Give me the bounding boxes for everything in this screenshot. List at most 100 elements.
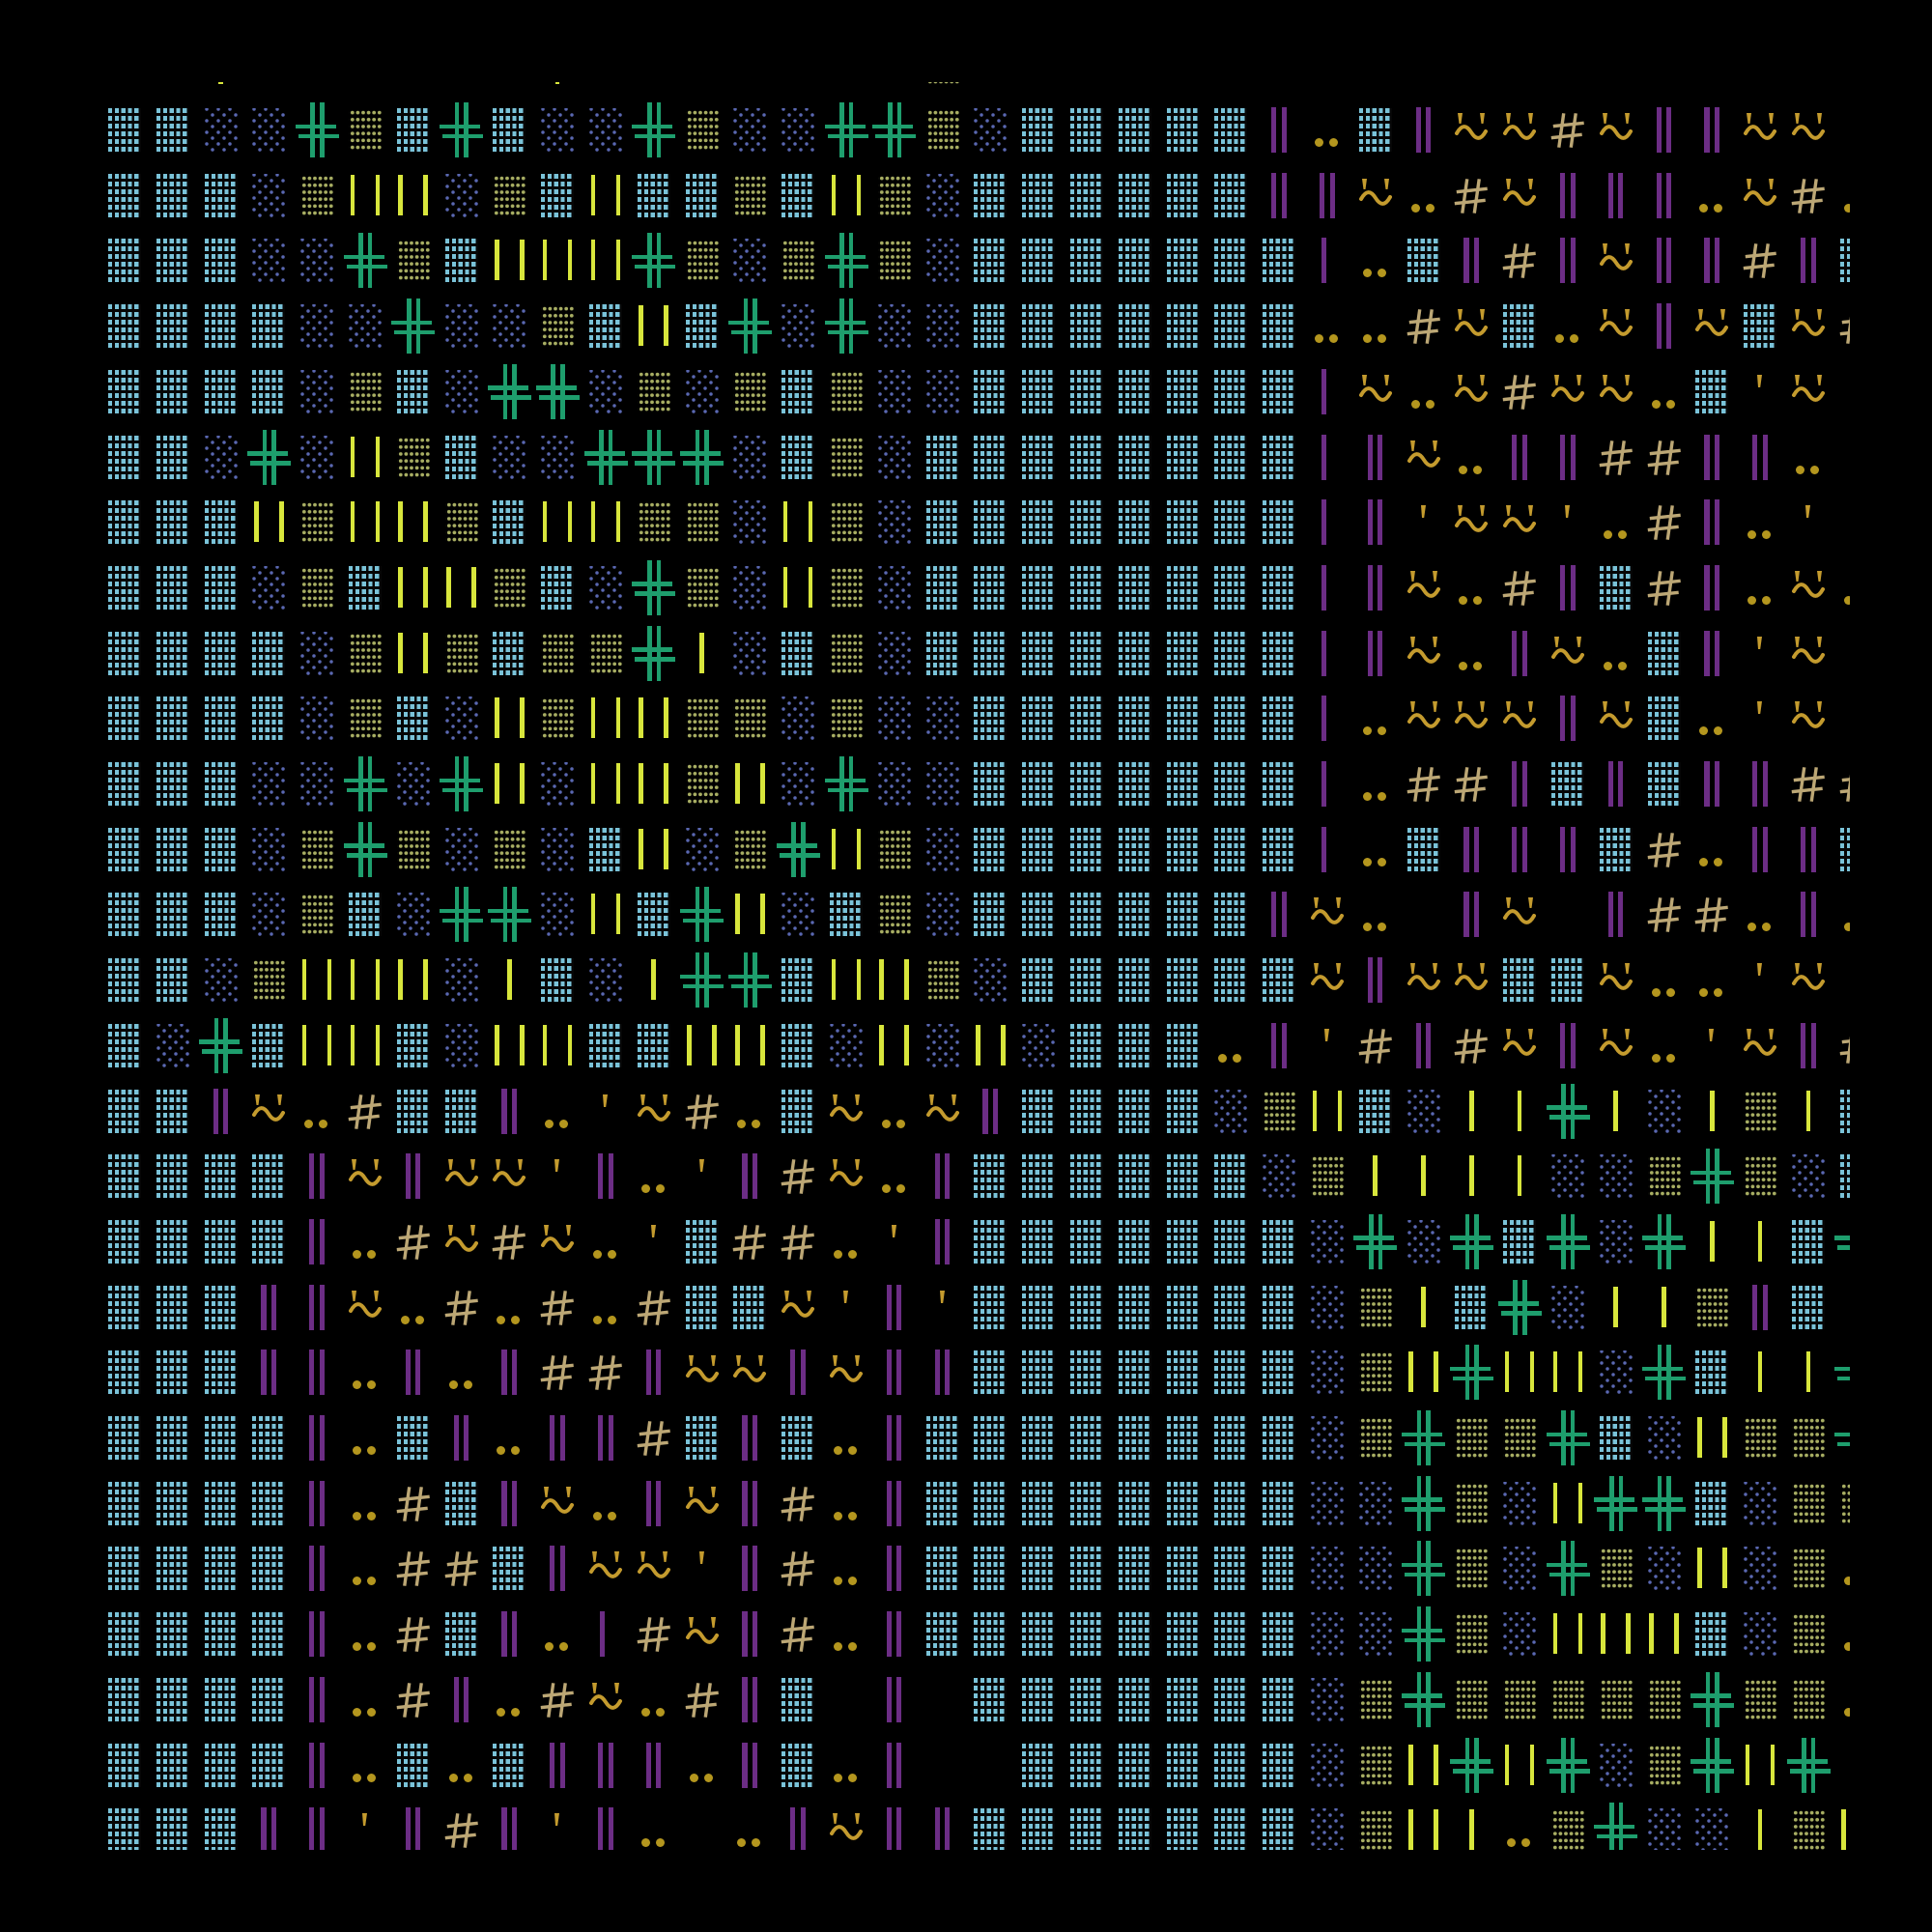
indigo-dot-block [1647,1416,1681,1460]
dense-blue-block [108,1023,141,1067]
bar [1271,172,1277,218]
bar [1810,1022,1816,1068]
glyph-cell-yellow-bar-single [1359,1154,1392,1198]
glyph-drawing [1455,309,1489,336]
bar [904,959,910,1001]
gold-dot [655,1184,665,1194]
glyph-cell-dense-blue-block [156,1350,189,1395]
dense-blue-block [1118,1285,1151,1329]
bar [423,501,429,543]
indigo-dot-block [733,565,767,610]
dense-blue-block [252,1547,286,1591]
indigo-dot-block [396,893,430,937]
olive-dot-block [396,827,430,871]
glyph-cell-gold-tick [589,1090,622,1133]
dense-blue-block [1070,1219,1103,1264]
glyph-cell-yellow-bar-single [1695,1090,1728,1133]
bar [494,1024,499,1065]
cross-arm [1405,1441,1446,1447]
glyph-cell-dense-blue-block [1263,1285,1296,1329]
glyph-cell-dense-blue-block [1070,1350,1103,1395]
cross-arm [680,974,722,980]
bar [502,887,508,943]
dense-blue-block [108,893,141,937]
olive-dot-block [733,369,767,413]
olive-dot-block [1792,1416,1825,1460]
gold-dot [353,1380,361,1390]
gold-dot [304,1119,314,1128]
indigo-dot-block [1311,1743,1344,1787]
glyph-cell-purple-bar-pair [1792,892,1825,938]
glyph-cell-dense-blue-block [156,1743,189,1787]
glyph-cell-dense-blue-block [204,893,238,937]
bar [1666,172,1672,218]
glyph-drawing [650,1224,656,1237]
gold-dot [689,1773,698,1782]
glyph-cell-olive-dot-block [300,893,334,937]
glyph-cell-gold-tilde-quotes [830,1808,863,1850]
bar [446,566,451,608]
bar [608,1415,613,1461]
glyph-cell-dense-blue-block [493,108,526,152]
glyph-cell-dense-blue-block [108,1219,141,1264]
bar [301,1024,307,1065]
bar [454,887,460,943]
cross-arm [202,1049,243,1054]
gold-dot [1665,988,1675,998]
glyph-drawing [1840,82,1850,86]
glyph-cell-olive-dot-block [830,631,863,675]
gold-dot [1617,661,1627,670]
glyph-cell-olive-dot-block [396,239,430,283]
bar [1421,1155,1426,1197]
indigo-dot-block [541,827,575,871]
bar [453,1676,459,1722]
green-double-cross [1834,1345,1850,1401]
gold-dot [640,1838,650,1848]
dense-blue-block [1070,435,1103,479]
glyph-cell-dense-blue-block [1022,1743,1056,1787]
dense-blue-block [204,631,238,675]
bar [639,697,644,739]
dense-blue-block [1263,958,1296,1003]
bar [1618,1475,1624,1531]
olive-dot-block [685,500,719,545]
green-double-cross [583,429,628,485]
glyph-cell-purple-bar-pair [300,1284,333,1330]
glyph-cell-gold-tilde-quotes [1503,174,1537,217]
glyph-drawing [1599,243,1633,271]
dense-blue-block [1214,304,1248,349]
green-double-cross [1690,1737,1734,1793]
dense-blue-block [108,500,141,545]
glyph-cell-tan-hash [781,1154,815,1198]
glyph-cell-dense-blue-block [1695,1481,1729,1525]
cross-arm [632,254,673,260]
glyph-cell-dense-blue-block [1214,1481,1248,1525]
glyph-cell-dense-blue-block [974,435,1008,479]
bar [1517,1090,1522,1131]
glyph-cell-dense-blue-block [204,1677,238,1721]
dense-blue-block [1214,1154,1248,1199]
dense-blue-block [108,108,141,152]
glyph-cell-tan-hash [1647,566,1681,610]
glyph-cell-dense-blue-block [1070,958,1103,1003]
dense-blue-block [541,173,575,217]
glyph-cell-dense-blue-block [204,1416,238,1460]
glyph-cell-yellow-bar-pair [781,500,814,544]
cross-arm [1356,1245,1398,1250]
glyph-cell-dense-blue-block [1022,1350,1056,1395]
glyph-cell-gold-double-dot [1744,500,1776,544]
glyph-cell-dense-blue-block [685,1416,719,1460]
bar [656,233,662,289]
green-double-cross [487,363,531,419]
cross-arm [730,983,772,989]
green-double-cross [343,233,387,289]
dense-blue-block [108,1219,141,1264]
cross-arm [1597,1833,1638,1839]
glyph-drawing [843,1290,848,1303]
glyph-drawing [1565,505,1570,519]
dense-blue-block [1214,1350,1248,1395]
bar [782,566,788,608]
indigo-dot-block [300,369,334,413]
dense-blue-block [493,1547,526,1591]
dense-blue-block [1070,1743,1103,1787]
